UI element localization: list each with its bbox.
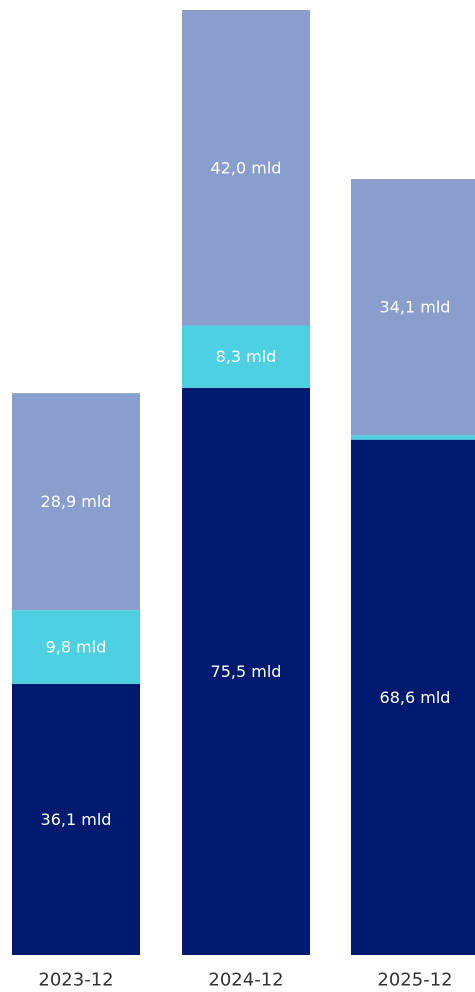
bar-2023-12-segment-3 <box>12 393 140 611</box>
data-label-2024-12-segment-2: 8,3 mld <box>216 347 277 366</box>
bar-2025-12-segment-1 <box>351 439 475 956</box>
bar-2024-12-segment-3 <box>182 10 310 326</box>
data-label-2025-12-segment-1: 68,6 mld <box>380 688 451 707</box>
data-label-2023-12-segment-2: 9,8 mld <box>46 638 107 657</box>
data-label-2023-12-segment-3: 28,9 mld <box>41 492 112 511</box>
bar-2023-12-segment-1 <box>12 683 140 955</box>
x-tick-label-2025-12: 2025-12 <box>377 970 452 991</box>
bar-2025-12-segment-3 <box>351 179 475 436</box>
bar-2025-12-segment-2 <box>351 435 475 440</box>
data-label-2025-12-segment-3: 34,1 mld <box>380 298 451 317</box>
data-label-2024-12-segment-1: 75,5 mld <box>211 662 282 681</box>
bar-2024-12-segment-2 <box>182 325 310 388</box>
bar-2024-12-segment-1 <box>182 387 310 956</box>
data-label-2023-12-segment-1: 36,1 mld <box>41 810 112 829</box>
data-label-2024-12-segment-3: 42,0 mld <box>211 158 282 177</box>
bar-2023-12-segment-2 <box>12 610 140 684</box>
x-tick-label-2023-12: 2023-12 <box>38 970 113 991</box>
x-tick-label-2024-12: 2024-12 <box>208 970 283 991</box>
